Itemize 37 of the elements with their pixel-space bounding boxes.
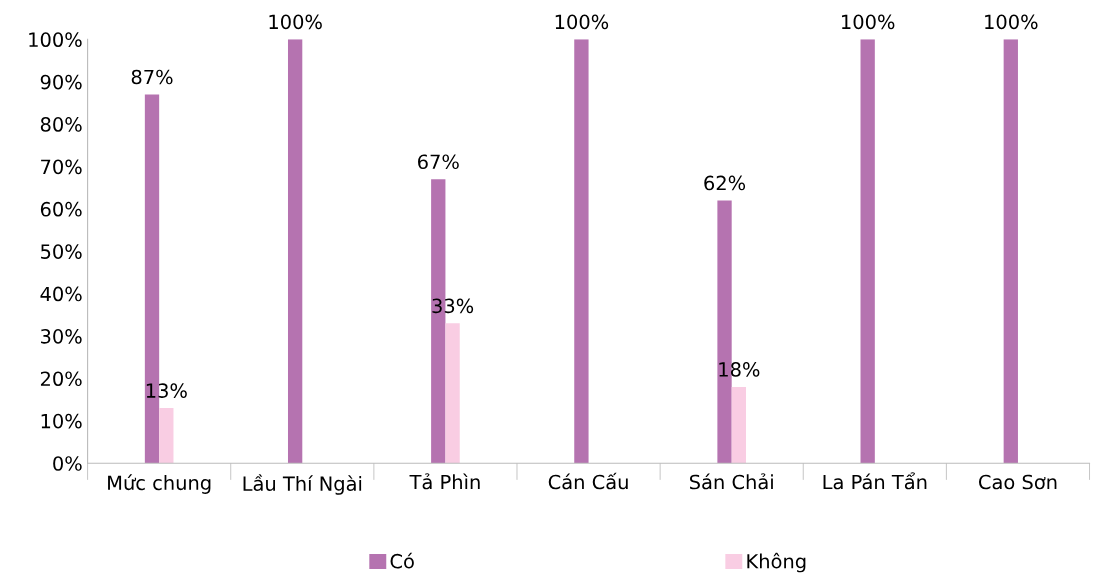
y-tick-label: 30% bbox=[41, 329, 82, 344]
y-tick-label: 40% bbox=[40, 286, 82, 302]
y-tick-label: 0% bbox=[53, 456, 82, 471]
y-tick-label: 60% bbox=[40, 201, 82, 217]
x-tick-label: Cao Sơn bbox=[978, 474, 1057, 490]
data-label: 67% bbox=[418, 154, 459, 170]
data-label: 18% bbox=[719, 362, 760, 377]
data-label: 13% bbox=[146, 383, 187, 398]
data-label: 100% bbox=[985, 14, 1038, 30]
x-tick-label: Sán Chải bbox=[689, 473, 773, 490]
data-label: 100% bbox=[269, 14, 322, 30]
bar bbox=[159, 408, 174, 464]
bar bbox=[287, 39, 303, 464]
legend-label: Có bbox=[390, 552, 414, 569]
x-tick-label: Cán Cấu bbox=[548, 472, 628, 490]
y-tick-label: 70% bbox=[41, 159, 82, 175]
x-tick-label: Tả Phìn bbox=[409, 473, 480, 490]
bar bbox=[1003, 39, 1018, 464]
x-tick-label: La Pán Tẩn bbox=[823, 472, 927, 490]
bar bbox=[860, 39, 875, 464]
bar bbox=[574, 39, 589, 464]
y-tick-label: 10% bbox=[41, 413, 82, 429]
data-label: 62% bbox=[704, 175, 746, 191]
y-tick-label: 80% bbox=[40, 117, 82, 132]
legend-label: Không bbox=[747, 552, 806, 573]
y-tick-label: 100% bbox=[29, 32, 82, 48]
y-tick-label: 90% bbox=[40, 74, 82, 90]
data-label: 100% bbox=[555, 14, 609, 30]
x-tick-label: Mức chung bbox=[108, 474, 211, 494]
data-label: 87% bbox=[131, 69, 173, 85]
data-label: 33% bbox=[432, 298, 474, 314]
bar bbox=[445, 323, 460, 464]
x-tick-label: Lầu Thí Ngài bbox=[243, 474, 362, 495]
y-tick-label: 20% bbox=[40, 371, 82, 387]
y-tick-label: 50% bbox=[41, 244, 82, 259]
data-label: 100% bbox=[842, 14, 895, 30]
bar bbox=[731, 386, 747, 464]
